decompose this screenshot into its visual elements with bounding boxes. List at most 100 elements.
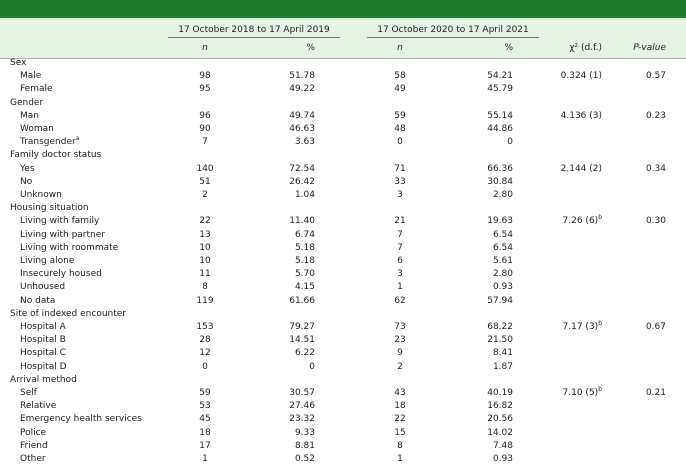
row-label: Hospital A bbox=[20, 322, 66, 332]
cell-chi: 7.17 (3)b bbox=[562, 320, 602, 333]
cell-n: 21 bbox=[394, 216, 406, 227]
cell-percent: 7.48 bbox=[492, 440, 513, 451]
cell-percent: 49.22 bbox=[289, 84, 315, 95]
cell-percent: 3.63 bbox=[294, 137, 315, 148]
cell-n: 43 bbox=[394, 388, 406, 398]
row-label: Relative bbox=[20, 401, 57, 412]
footnote-mark: b bbox=[598, 386, 602, 393]
cell-percent: 6.22 bbox=[294, 348, 315, 359]
cell-percent: 49.74 bbox=[289, 110, 315, 121]
row-label: Living alone bbox=[20, 256, 75, 266]
cell-n: 96 bbox=[199, 110, 211, 121]
cell-chi: 2.144 (2) bbox=[560, 163, 602, 174]
cell-percent: 6.54 bbox=[492, 242, 513, 253]
cell-n: 10 bbox=[199, 256, 211, 266]
cell-n: 22 bbox=[199, 216, 211, 227]
cell-p-value: 0.67 bbox=[645, 322, 666, 332]
cell-n: 18 bbox=[199, 427, 211, 438]
cell-n: 48 bbox=[394, 124, 406, 134]
cell-percent: 21.50 bbox=[487, 335, 513, 346]
cell-percent: 16.82 bbox=[487, 401, 513, 412]
row-label: Friend bbox=[20, 440, 48, 451]
cell-n: 1 bbox=[202, 454, 208, 464]
cell-p-value: 0.34 bbox=[645, 163, 666, 174]
period-heading: 17 October 2018 to 17 April 2019 bbox=[178, 25, 330, 35]
cell-chi: 4.136 (3) bbox=[560, 110, 602, 121]
header-rule bbox=[367, 37, 539, 38]
cell-n: 51 bbox=[199, 176, 211, 187]
cell-chi: 7.10 (5)b bbox=[562, 386, 602, 399]
cell-percent: 30.57 bbox=[289, 388, 315, 398]
column-heading: χ² (d.f.) bbox=[569, 43, 602, 53]
row-label: Transgendera bbox=[20, 135, 80, 148]
cell-n: 15 bbox=[394, 427, 406, 438]
cell-n: 59 bbox=[199, 388, 211, 398]
row-label: Man bbox=[20, 110, 39, 121]
cell-percent: 0.52 bbox=[294, 454, 315, 464]
group-title: Sex bbox=[10, 58, 27, 68]
cell-n: 98 bbox=[199, 71, 211, 82]
cell-percent: 8.41 bbox=[492, 348, 513, 359]
cell-n: 3 bbox=[397, 190, 403, 200]
cell-percent: 4.15 bbox=[294, 282, 315, 293]
row-label: Yes bbox=[20, 163, 35, 174]
cell-percent: 9.33 bbox=[294, 427, 315, 438]
cell-n: 10 bbox=[199, 242, 211, 253]
cell-n: 7 bbox=[397, 229, 403, 240]
cell-percent: 0.93 bbox=[492, 454, 513, 464]
cell-n: 33 bbox=[394, 176, 406, 187]
footnote-mark: a bbox=[75, 135, 80, 143]
cell-n: 6 bbox=[397, 256, 403, 266]
cell-percent: 5.18 bbox=[294, 242, 315, 253]
cell-n: 0 bbox=[202, 361, 208, 372]
cell-n: 1 bbox=[397, 282, 403, 293]
cell-percent: 2.80 bbox=[492, 269, 513, 280]
cell-n: 23 bbox=[394, 335, 406, 346]
cell-p-value: 0.23 bbox=[645, 110, 666, 121]
row-label: Unknown bbox=[20, 190, 62, 200]
cell-percent: 27.46 bbox=[289, 401, 315, 412]
column-heading: % bbox=[504, 43, 513, 53]
cell-n: 13 bbox=[199, 229, 211, 240]
row-label: Hospital D bbox=[20, 361, 67, 372]
row-label: Police bbox=[20, 427, 47, 438]
row-label: No data bbox=[20, 295, 56, 306]
row-label: Other bbox=[20, 454, 46, 464]
row-label: Insecurely housed bbox=[20, 269, 102, 280]
cell-percent: 19.63 bbox=[487, 216, 513, 227]
group-title: Site of indexed encounter bbox=[10, 308, 127, 319]
header-rule bbox=[168, 37, 340, 38]
cell-n: 2 bbox=[202, 190, 208, 200]
cell-chi: 7.26 (6)b bbox=[562, 214, 602, 227]
footnote-mark: b bbox=[598, 320, 602, 327]
group-title: Gender bbox=[10, 97, 44, 108]
cell-percent: 20.56 bbox=[487, 414, 513, 425]
cell-n: 17 bbox=[199, 440, 211, 451]
cell-percent: 46.63 bbox=[289, 124, 315, 134]
cell-percent: 2.80 bbox=[492, 190, 513, 200]
row-label: Living with partner bbox=[20, 229, 105, 240]
cell-n: 73 bbox=[394, 322, 406, 332]
cell-percent: 6.54 bbox=[492, 229, 513, 240]
cell-percent: 6.74 bbox=[294, 229, 315, 240]
cell-n: 28 bbox=[199, 335, 211, 346]
cell-percent: 51.78 bbox=[289, 71, 315, 82]
column-heading: n bbox=[202, 43, 208, 53]
cell-n: 18 bbox=[394, 401, 406, 412]
cell-n: 45 bbox=[199, 414, 211, 425]
cell-n: 71 bbox=[394, 163, 406, 174]
cell-p-value: 0.57 bbox=[645, 71, 666, 82]
table-header bbox=[0, 18, 686, 59]
cell-percent: 0 bbox=[507, 137, 513, 148]
cell-percent: 55.14 bbox=[487, 110, 513, 121]
cell-n: 8 bbox=[397, 440, 403, 451]
cell-n: 12 bbox=[199, 348, 211, 359]
cell-percent: 1.87 bbox=[492, 361, 513, 372]
cell-percent: 66.36 bbox=[487, 163, 513, 174]
footnote-mark: b bbox=[598, 214, 602, 222]
cell-percent: 68.22 bbox=[487, 322, 513, 332]
cell-percent: 5.18 bbox=[294, 256, 315, 266]
cell-n: 58 bbox=[394, 71, 406, 82]
period-heading: 17 October 2020 to 17 April 2021 bbox=[377, 25, 529, 35]
